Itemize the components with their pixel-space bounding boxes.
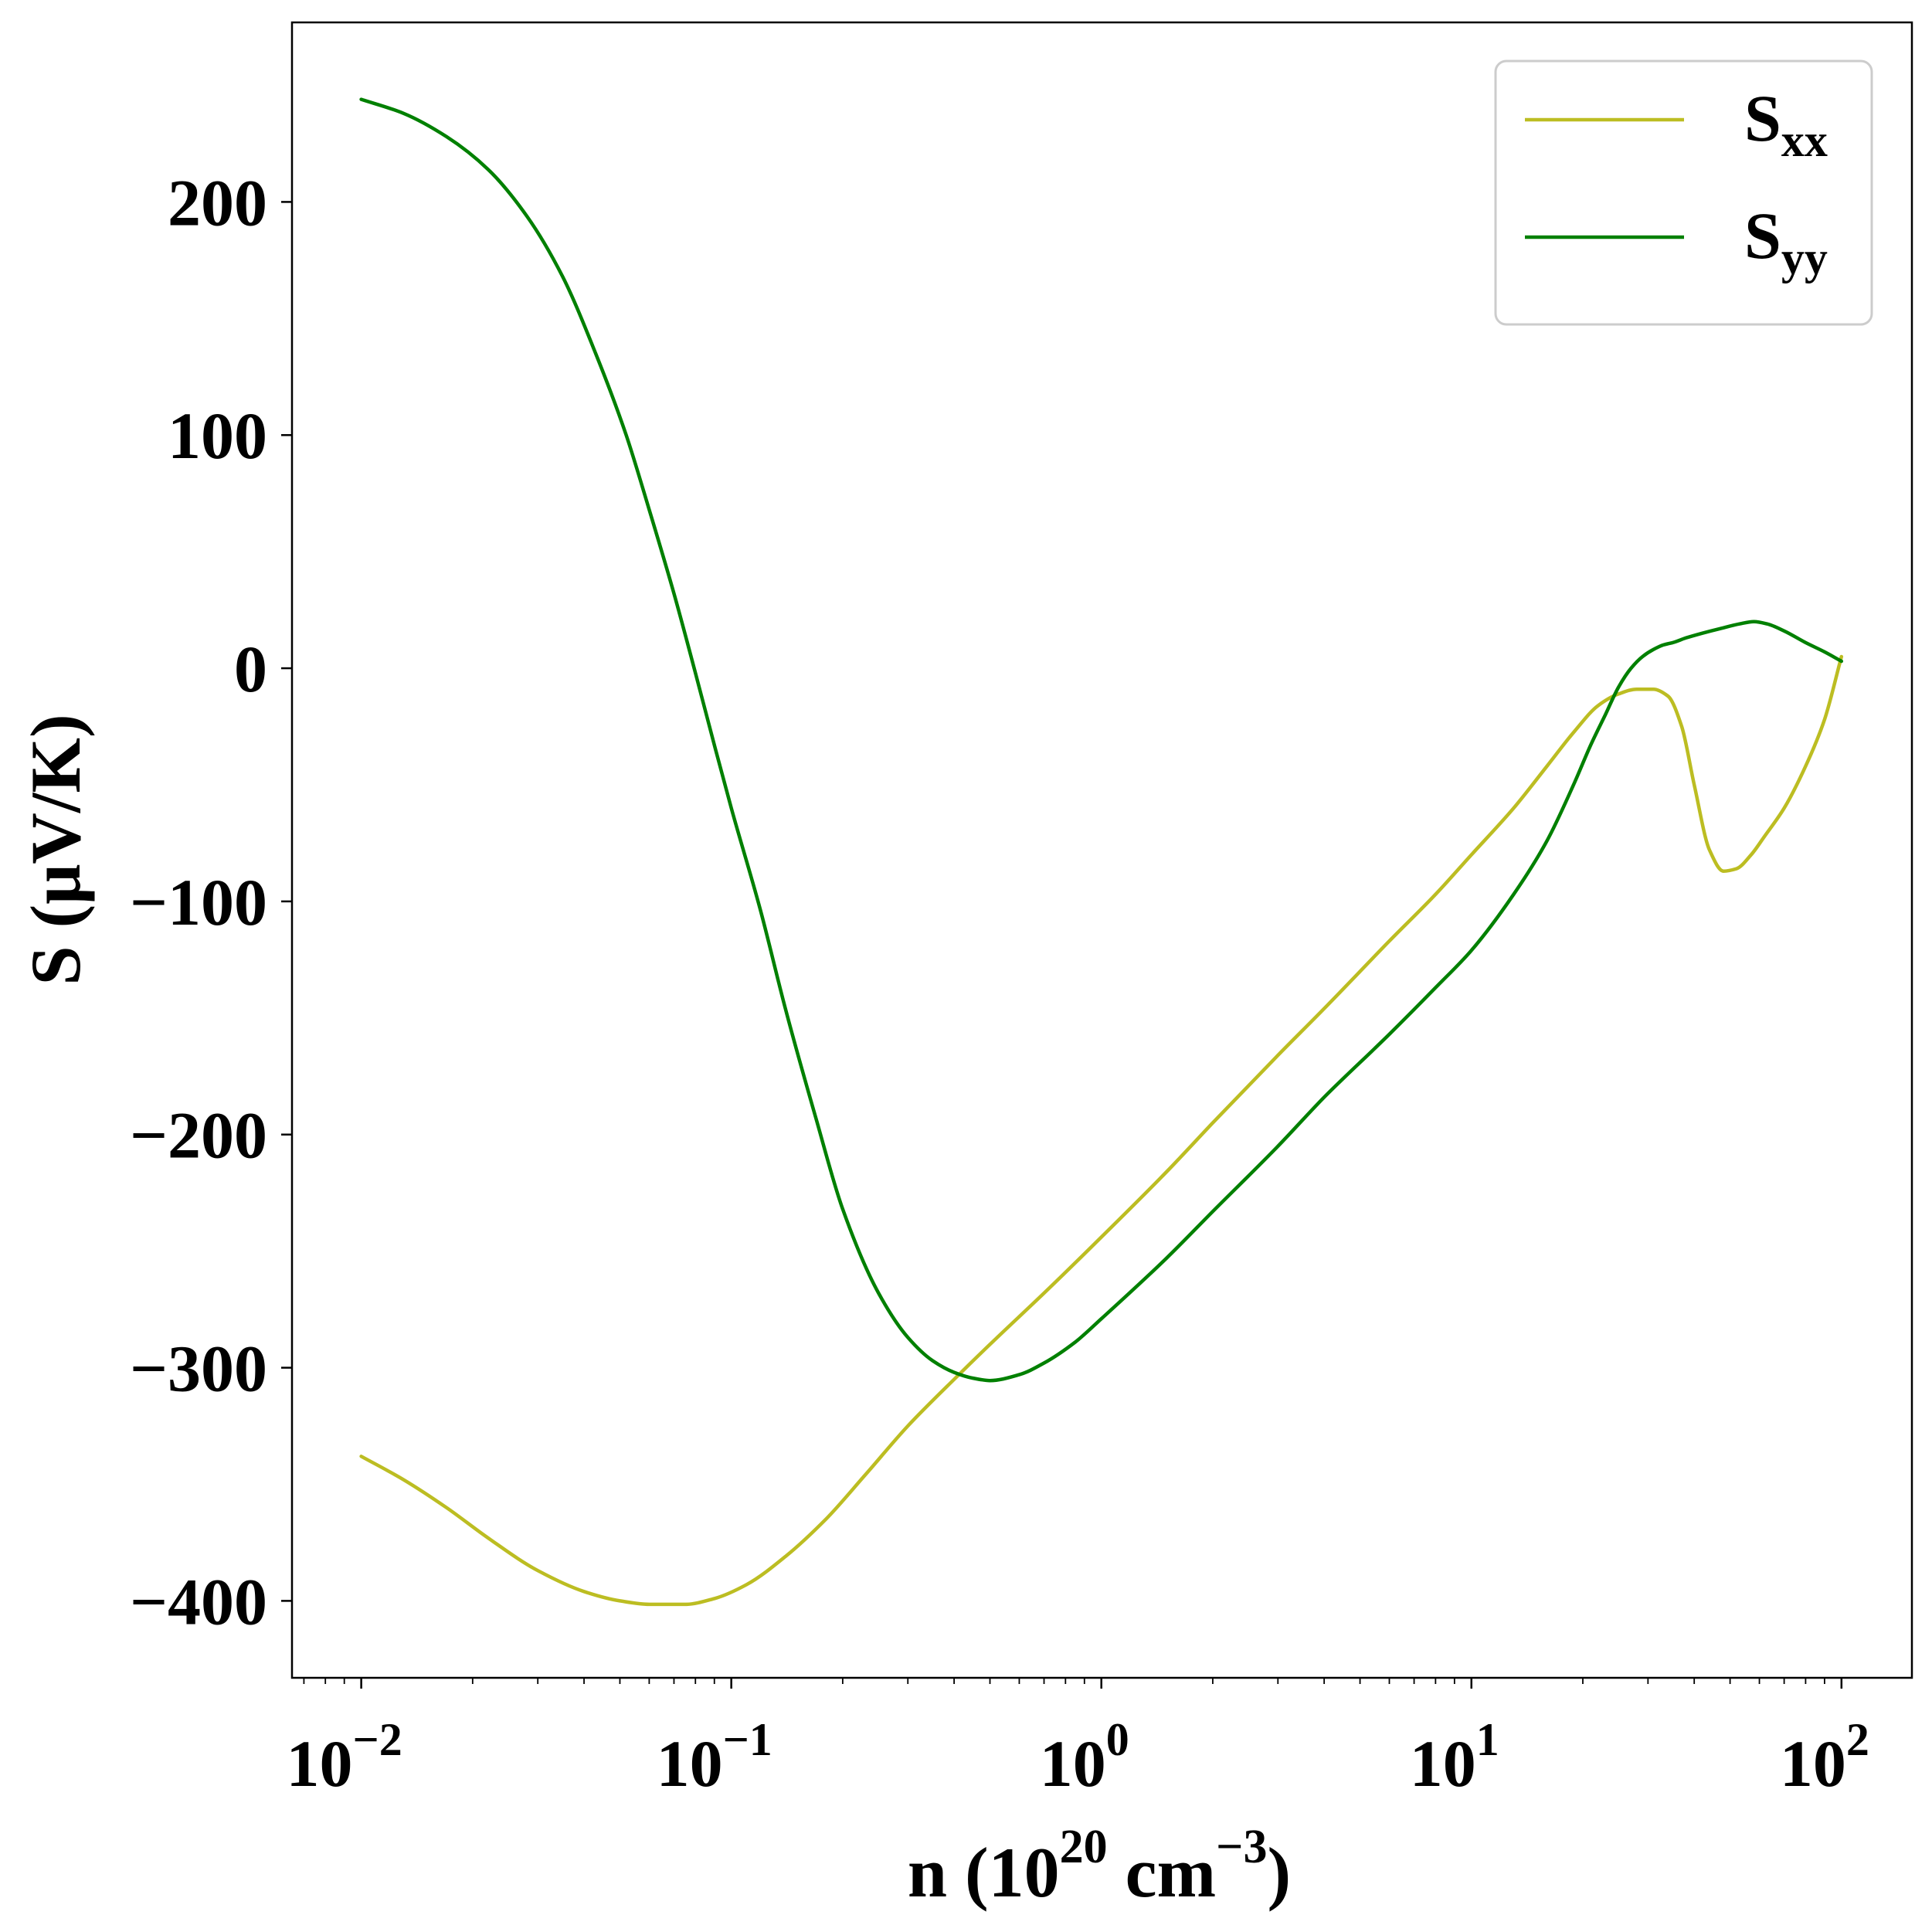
x-tick-label-4: 102 (1780, 1714, 1869, 1801)
y-tick-label-2: 0 (234, 632, 267, 706)
series-line-xx (359, 654, 1844, 1607)
legend-label-yy: Syy (1744, 199, 1828, 283)
y-tick-label-0: 200 (168, 165, 267, 239)
x-axis-label-main: n (10 (908, 1833, 1060, 1912)
legend: Sxx Syy (1494, 59, 1873, 326)
x-tick-label-1: 10−1 (657, 1714, 772, 1801)
y-axis-ticks (281, 201, 292, 1602)
y-tick-label-3: −100 (130, 865, 267, 939)
legend-label-xx: Sxx (1744, 81, 1828, 166)
x-axis-label-exp: 20 (1060, 1821, 1108, 1873)
y-tick-label-5: −300 (130, 1332, 267, 1406)
y-tick-label-1: 100 (168, 399, 267, 473)
series-layer (359, 97, 1844, 1607)
plot-frame (290, 21, 1913, 1679)
y-tick-label-6: −400 (130, 1564, 267, 1638)
x-tick-label-3: 101 (1410, 1714, 1499, 1801)
legend-box (1494, 59, 1873, 326)
x-tick-label-2: 100 (1040, 1714, 1129, 1801)
y-tick-labels: 200 100 0 −100 −200 −300 −400 (130, 165, 267, 1638)
x-tick-label-0: 10−2 (287, 1714, 402, 1801)
x-axis-label: n (1020 cm−3) (908, 1821, 1291, 1912)
x-axis-label-exp2: −3 (1216, 1821, 1267, 1873)
x-axis-label-mid: cm (1108, 1833, 1216, 1912)
series-line-yy (359, 97, 1844, 1383)
x-axis-label-end: ) (1268, 1833, 1292, 1912)
y-axis-label: S (μV/K) (16, 714, 95, 985)
x-tick-labels: 10−2 10−1 100 101 102 (287, 1714, 1869, 1801)
y-tick-label-4: −200 (130, 1098, 267, 1173)
x-axis-ticks (303, 1678, 1843, 1689)
